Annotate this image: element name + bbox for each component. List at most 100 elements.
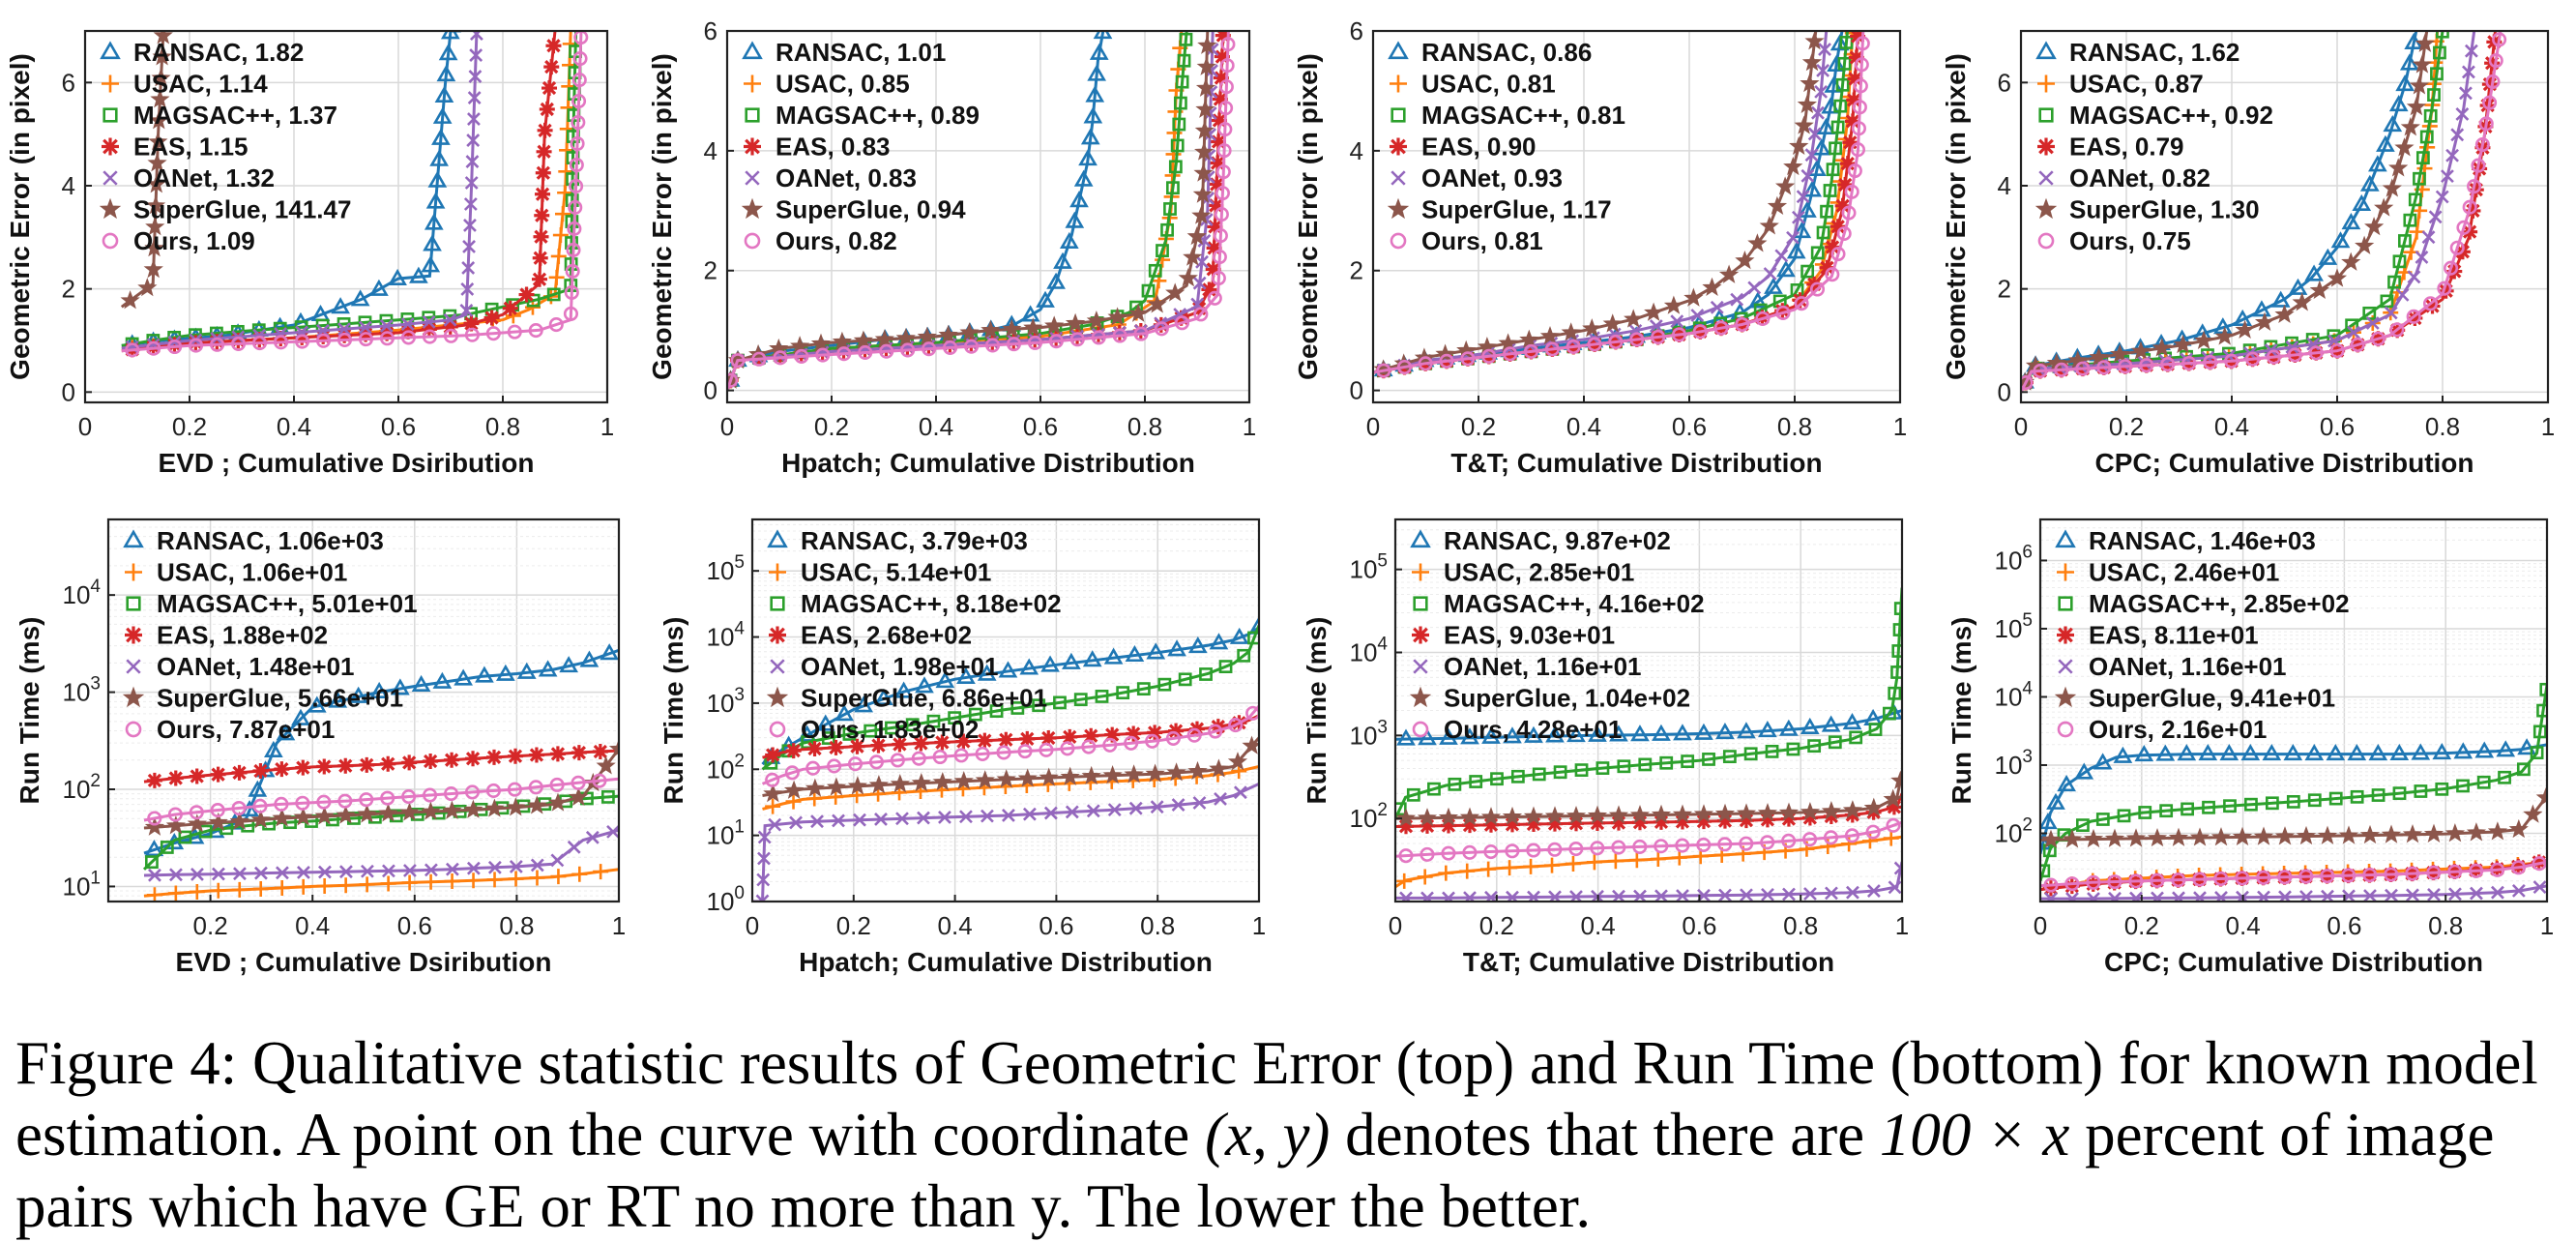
x-tick-label: 0.8 — [1783, 911, 1818, 940]
point-usac — [529, 870, 545, 886]
point-superglue — [981, 319, 1001, 340]
point-eas — [359, 756, 375, 773]
legend-marker-ransac — [767, 529, 788, 548]
point-superglue — [890, 774, 910, 793]
point-usac — [1883, 830, 1899, 846]
point-eas — [1847, 71, 1863, 87]
x-tick-label: 0.2 — [1479, 911, 1514, 940]
point-ransac — [2330, 231, 2351, 249]
point-ours — [1154, 321, 1169, 337]
legend-entry-eas: EAS, 0.90 — [1421, 133, 1537, 162]
legend-entry-superglue: SuperGlue, 6.86e+01 — [801, 684, 1047, 713]
legend-marker-ransac — [1410, 529, 1431, 548]
point-oanet — [487, 860, 502, 874]
point-ransac — [436, 64, 456, 82]
point-ours — [1755, 310, 1771, 326]
point-eas — [1019, 730, 1036, 747]
point-ransac — [291, 708, 310, 725]
y-tick-label: 2 — [1350, 256, 1363, 285]
point-eas — [1147, 724, 1163, 741]
point-ours — [422, 329, 437, 344]
point-ransac — [2134, 745, 2154, 762]
point-eas — [1837, 176, 1854, 192]
point-magsacpp — [2286, 794, 2300, 809]
point-oanet — [461, 261, 476, 275]
point-magsacpp — [566, 151, 580, 164]
point-eas — [1886, 799, 1902, 815]
point-ours — [2054, 362, 2069, 377]
series-line-ours — [2040, 860, 2547, 888]
point-superglue — [1702, 277, 1722, 296]
legend-entry-magsacpp: MAGSAC++, 8.18e+02 — [801, 589, 1062, 618]
legend-marker-ours — [2057, 721, 2074, 738]
point-ransac — [915, 676, 934, 694]
point-oanet — [810, 814, 824, 829]
point-ransac — [423, 234, 442, 251]
point-oanet — [2511, 883, 2526, 898]
legend-entry-eas: EAS, 1.15 — [133, 133, 249, 162]
point-magsacpp — [1638, 757, 1653, 772]
legend-marker-superglue — [1387, 197, 1410, 220]
point-ransac — [2177, 744, 2197, 761]
point-ours — [2456, 220, 2472, 235]
point-magsacpp — [1532, 767, 1546, 782]
point-magsacpp — [1810, 246, 1825, 260]
point-ransac — [1821, 715, 1841, 732]
point-superglue — [1789, 135, 1809, 155]
point-ransac — [935, 671, 955, 689]
point-superglue — [1587, 805, 1608, 824]
point-superglue — [1183, 247, 1203, 266]
point-superglue — [151, 68, 171, 87]
y-tick-label: 2 — [1998, 275, 2011, 304]
x-tick-label: 0.4 — [919, 412, 953, 441]
point-ours — [1145, 733, 1160, 749]
point-superglue — [144, 238, 164, 257]
point-ours — [1692, 324, 1708, 340]
point-magsacpp — [1177, 53, 1191, 68]
point-eas — [167, 770, 184, 786]
point-magsacpp — [2265, 796, 2279, 811]
point-superglue — [1624, 309, 1644, 328]
point-ours — [566, 242, 581, 257]
point-ours — [2064, 876, 2080, 892]
point-magsacpp — [2398, 234, 2412, 248]
point-superglue — [2152, 338, 2172, 357]
legend-entry-eas: EAS, 8.11e+01 — [2089, 621, 2259, 650]
point-ours — [1886, 817, 1901, 833]
x-tick-label: 0.2 — [2109, 412, 2144, 441]
point-ransac — [2432, 743, 2452, 760]
point-magsacpp — [1823, 184, 1837, 197]
point-superglue — [1166, 762, 1186, 782]
point-usac — [295, 878, 311, 895]
point-superglue — [1747, 233, 1768, 252]
point-eas — [315, 328, 332, 344]
point-oanet — [467, 112, 481, 126]
point-superglue — [1683, 287, 1704, 307]
series-line-oanet — [1395, 861, 1902, 900]
point-ransac — [1842, 713, 1862, 730]
point-ours — [1218, 79, 1234, 95]
point-superglue — [2400, 117, 2420, 136]
point-eas — [210, 766, 226, 783]
point-oanet — [2347, 325, 2360, 340]
point-eas — [463, 315, 480, 332]
point-eas — [230, 333, 247, 349]
point-magsacpp — [546, 287, 561, 302]
legend-marker-superglue — [122, 686, 145, 708]
legend-marker-ransac — [742, 41, 763, 60]
series-group — [2021, 31, 2507, 393]
point-eas — [2472, 161, 2488, 177]
point-oanet — [469, 31, 483, 42]
point-ours — [1735, 316, 1750, 332]
point-ours — [2107, 874, 2122, 890]
legend-entry-magsacpp: MAGSAC++, 0.92 — [2069, 101, 2273, 130]
point-usac — [1565, 855, 1581, 872]
point-eas — [549, 746, 566, 762]
point-ransac — [2262, 743, 2282, 761]
y-tick-label: 102 — [63, 771, 102, 804]
point-eas — [518, 286, 535, 303]
point-oanet — [318, 865, 332, 879]
point-oanet — [1747, 281, 1762, 295]
point-eas — [1461, 817, 1478, 834]
point-ours — [567, 221, 582, 236]
